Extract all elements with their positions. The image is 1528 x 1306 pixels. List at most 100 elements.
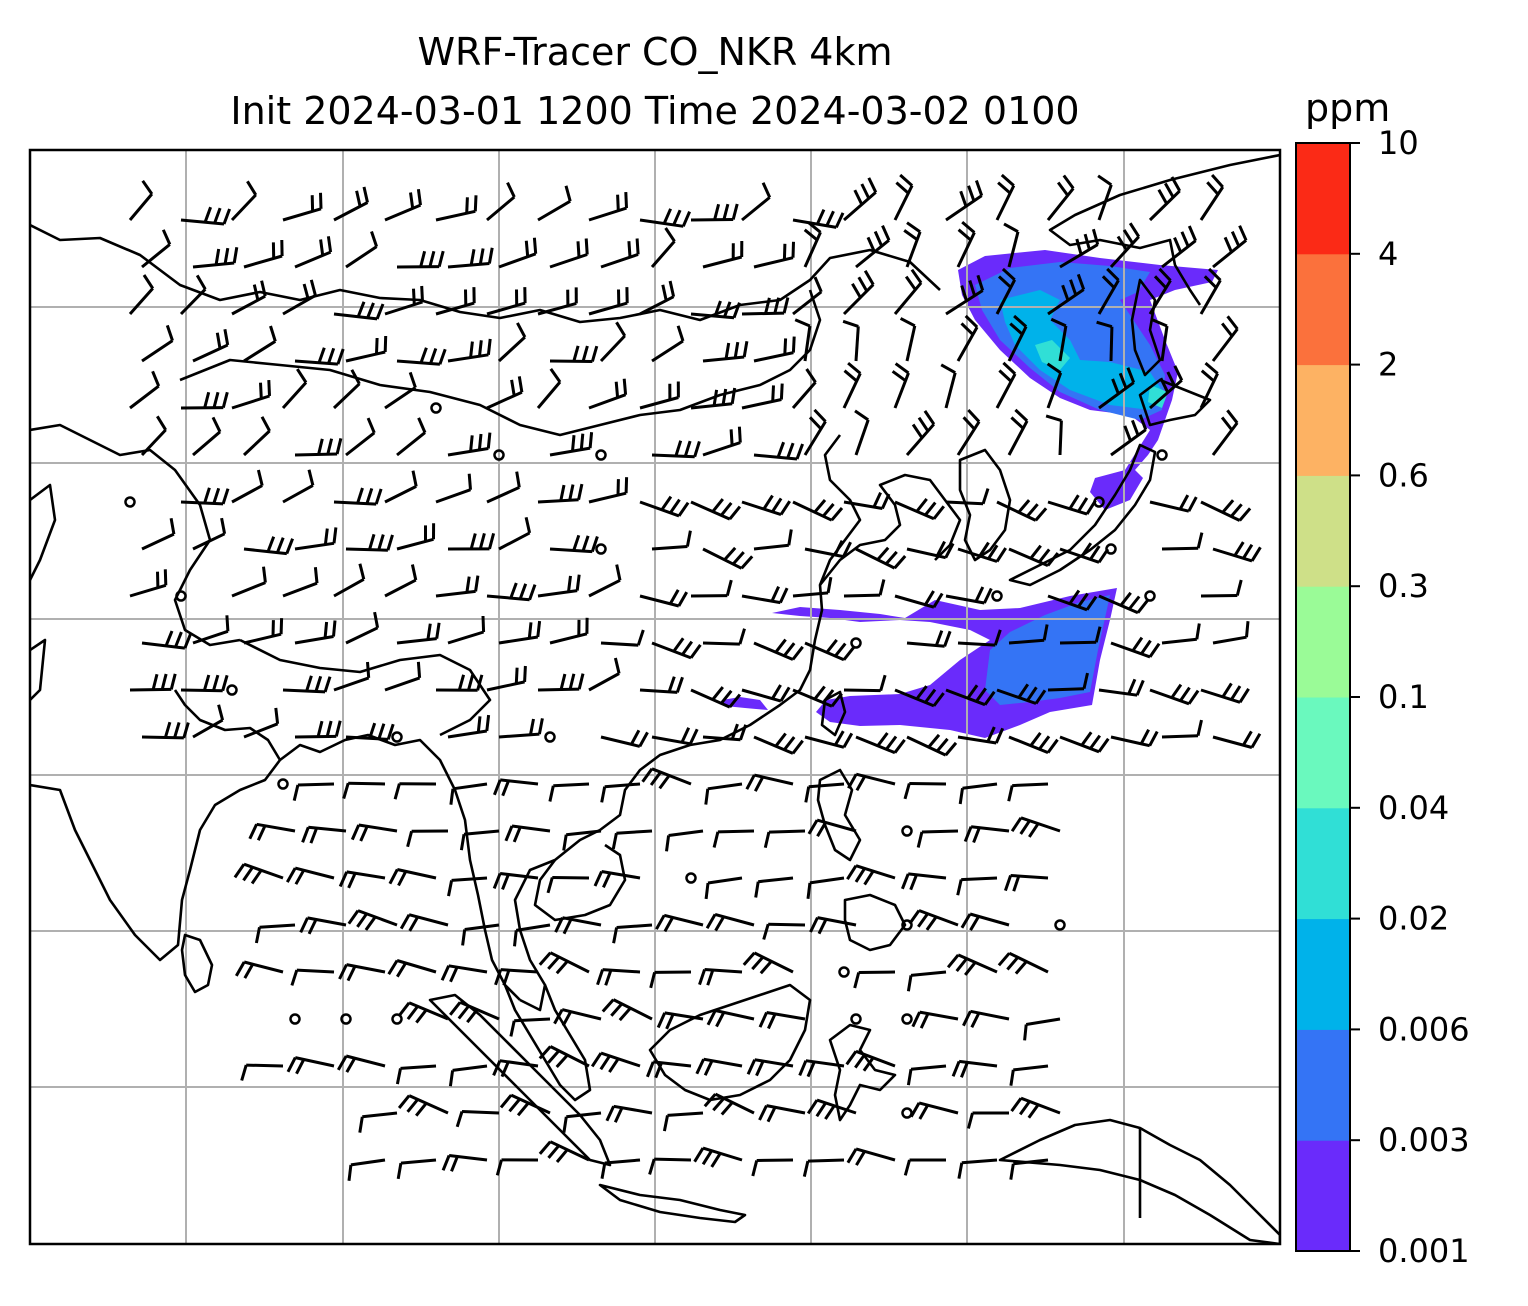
wind-calm-marker	[1156, 449, 1168, 461]
wind-barb	[231, 469, 264, 504]
wind-barb	[290, 968, 335, 986]
wind-barb	[282, 279, 317, 316]
wind-barb	[498, 718, 544, 739]
wind-barb	[712, 829, 755, 848]
wind-barb	[951, 1059, 998, 1078]
wind-calm-marker	[277, 778, 289, 790]
wind-barb	[240, 1063, 284, 1081]
wind-barb	[1003, 222, 1020, 268]
wind-barb	[192, 328, 230, 363]
wind-barb	[706, 1009, 755, 1028]
wind-barb	[753, 441, 805, 461]
wind-barb	[908, 909, 959, 931]
wind-barb	[588, 477, 629, 504]
wind-barb	[338, 870, 386, 889]
wind-barb	[655, 913, 704, 933]
colorbar-segment	[1296, 697, 1350, 809]
wind-barb	[1212, 225, 1248, 269]
wind-barb	[1050, 317, 1068, 362]
wind-calm-marker	[430, 402, 442, 414]
wind-barb	[1110, 414, 1148, 457]
wind-barb	[129, 370, 161, 410]
coastline-malay-peninsula	[503, 984, 592, 1102]
wind-barb	[639, 495, 690, 518]
coastline-java	[598, 1183, 747, 1224]
wind-barb	[651, 727, 699, 746]
wind-barb	[333, 563, 366, 598]
wind-barb	[909, 1101, 959, 1120]
wind-calm-marker	[991, 590, 1003, 602]
wind-barb	[230, 180, 258, 222]
border-mongolia-russia	[30, 223, 941, 324]
wind-calm-marker	[901, 1013, 913, 1025]
wind-calm-marker	[595, 449, 607, 461]
wind-barb	[448, 1064, 488, 1087]
wind-barb	[447, 533, 496, 551]
wind-barb	[549, 345, 599, 363]
wind-barb	[548, 782, 590, 802]
wind-barb	[599, 321, 627, 363]
wind-barb	[128, 274, 155, 315]
wind-barb	[803, 408, 827, 456]
wind-barb	[996, 683, 1047, 705]
wind-barb	[282, 192, 323, 222]
wind-barb	[397, 1094, 449, 1117]
wind-barb	[1098, 591, 1149, 615]
wind-barb	[804, 539, 852, 559]
wind-barb	[1149, 365, 1184, 410]
wind-barb	[855, 224, 891, 269]
wind-barb	[494, 968, 539, 986]
wind-barb	[447, 876, 488, 897]
wind-barbs	[124, 173, 1262, 1181]
wind-barb	[1109, 222, 1141, 269]
wind-calm-marker	[685, 872, 697, 884]
wind-barb	[396, 1158, 437, 1180]
wind-barb	[537, 673, 585, 692]
wind-barb	[741, 297, 790, 316]
wind-barb	[493, 778, 539, 797]
wind-calm-marker	[391, 731, 403, 743]
wind-barb	[588, 287, 629, 316]
colorbar-segment	[1296, 586, 1350, 698]
wind-barb	[588, 192, 628, 222]
wind-barb	[1199, 267, 1222, 315]
wind-barb	[192, 704, 225, 739]
wind-barb	[1161, 225, 1197, 269]
wind-barb	[651, 637, 702, 660]
wind-barb	[648, 1157, 692, 1175]
coastline-gulf-of-thailand	[533, 843, 627, 922]
colorbar-segment	[1296, 364, 1350, 476]
wind-barb	[486, 471, 521, 504]
wind-barb	[141, 630, 193, 650]
wind-barb	[192, 615, 230, 645]
coastline-korea	[958, 448, 1012, 562]
border-west	[30, 638, 47, 701]
wind-barb	[593, 870, 641, 889]
colorbar-tick-label: 0.3	[1378, 567, 1429, 605]
wind-barb	[396, 347, 447, 366]
wind-barb	[537, 574, 581, 598]
wind-barb	[855, 732, 906, 755]
wind-barb	[903, 221, 922, 268]
wind-barb	[754, 876, 794, 898]
wind-barb	[758, 1104, 806, 1123]
colorbar-tick-label: 0.003	[1378, 1121, 1470, 1159]
wind-barb	[301, 825, 347, 844]
wind-barb	[358, 1111, 398, 1133]
wind-barb	[347, 909, 398, 931]
wind-barb	[282, 469, 315, 504]
wind-barb	[899, 317, 917, 362]
wind-barb	[997, 951, 1049, 975]
border-china-mongolia	[179, 289, 822, 437]
wind-barb	[1151, 318, 1169, 362]
wind-barb	[1212, 541, 1262, 563]
colorbar-segment	[1296, 253, 1350, 366]
wind-barb	[461, 923, 500, 946]
wind-barb	[495, 1158, 539, 1176]
wind-barb	[234, 960, 284, 979]
wind-barb	[662, 1111, 704, 1132]
coastline-sulawesi	[828, 1023, 897, 1122]
wind-barb	[745, 773, 794, 792]
wind-barb	[345, 231, 379, 269]
wind-barb	[702, 240, 744, 269]
